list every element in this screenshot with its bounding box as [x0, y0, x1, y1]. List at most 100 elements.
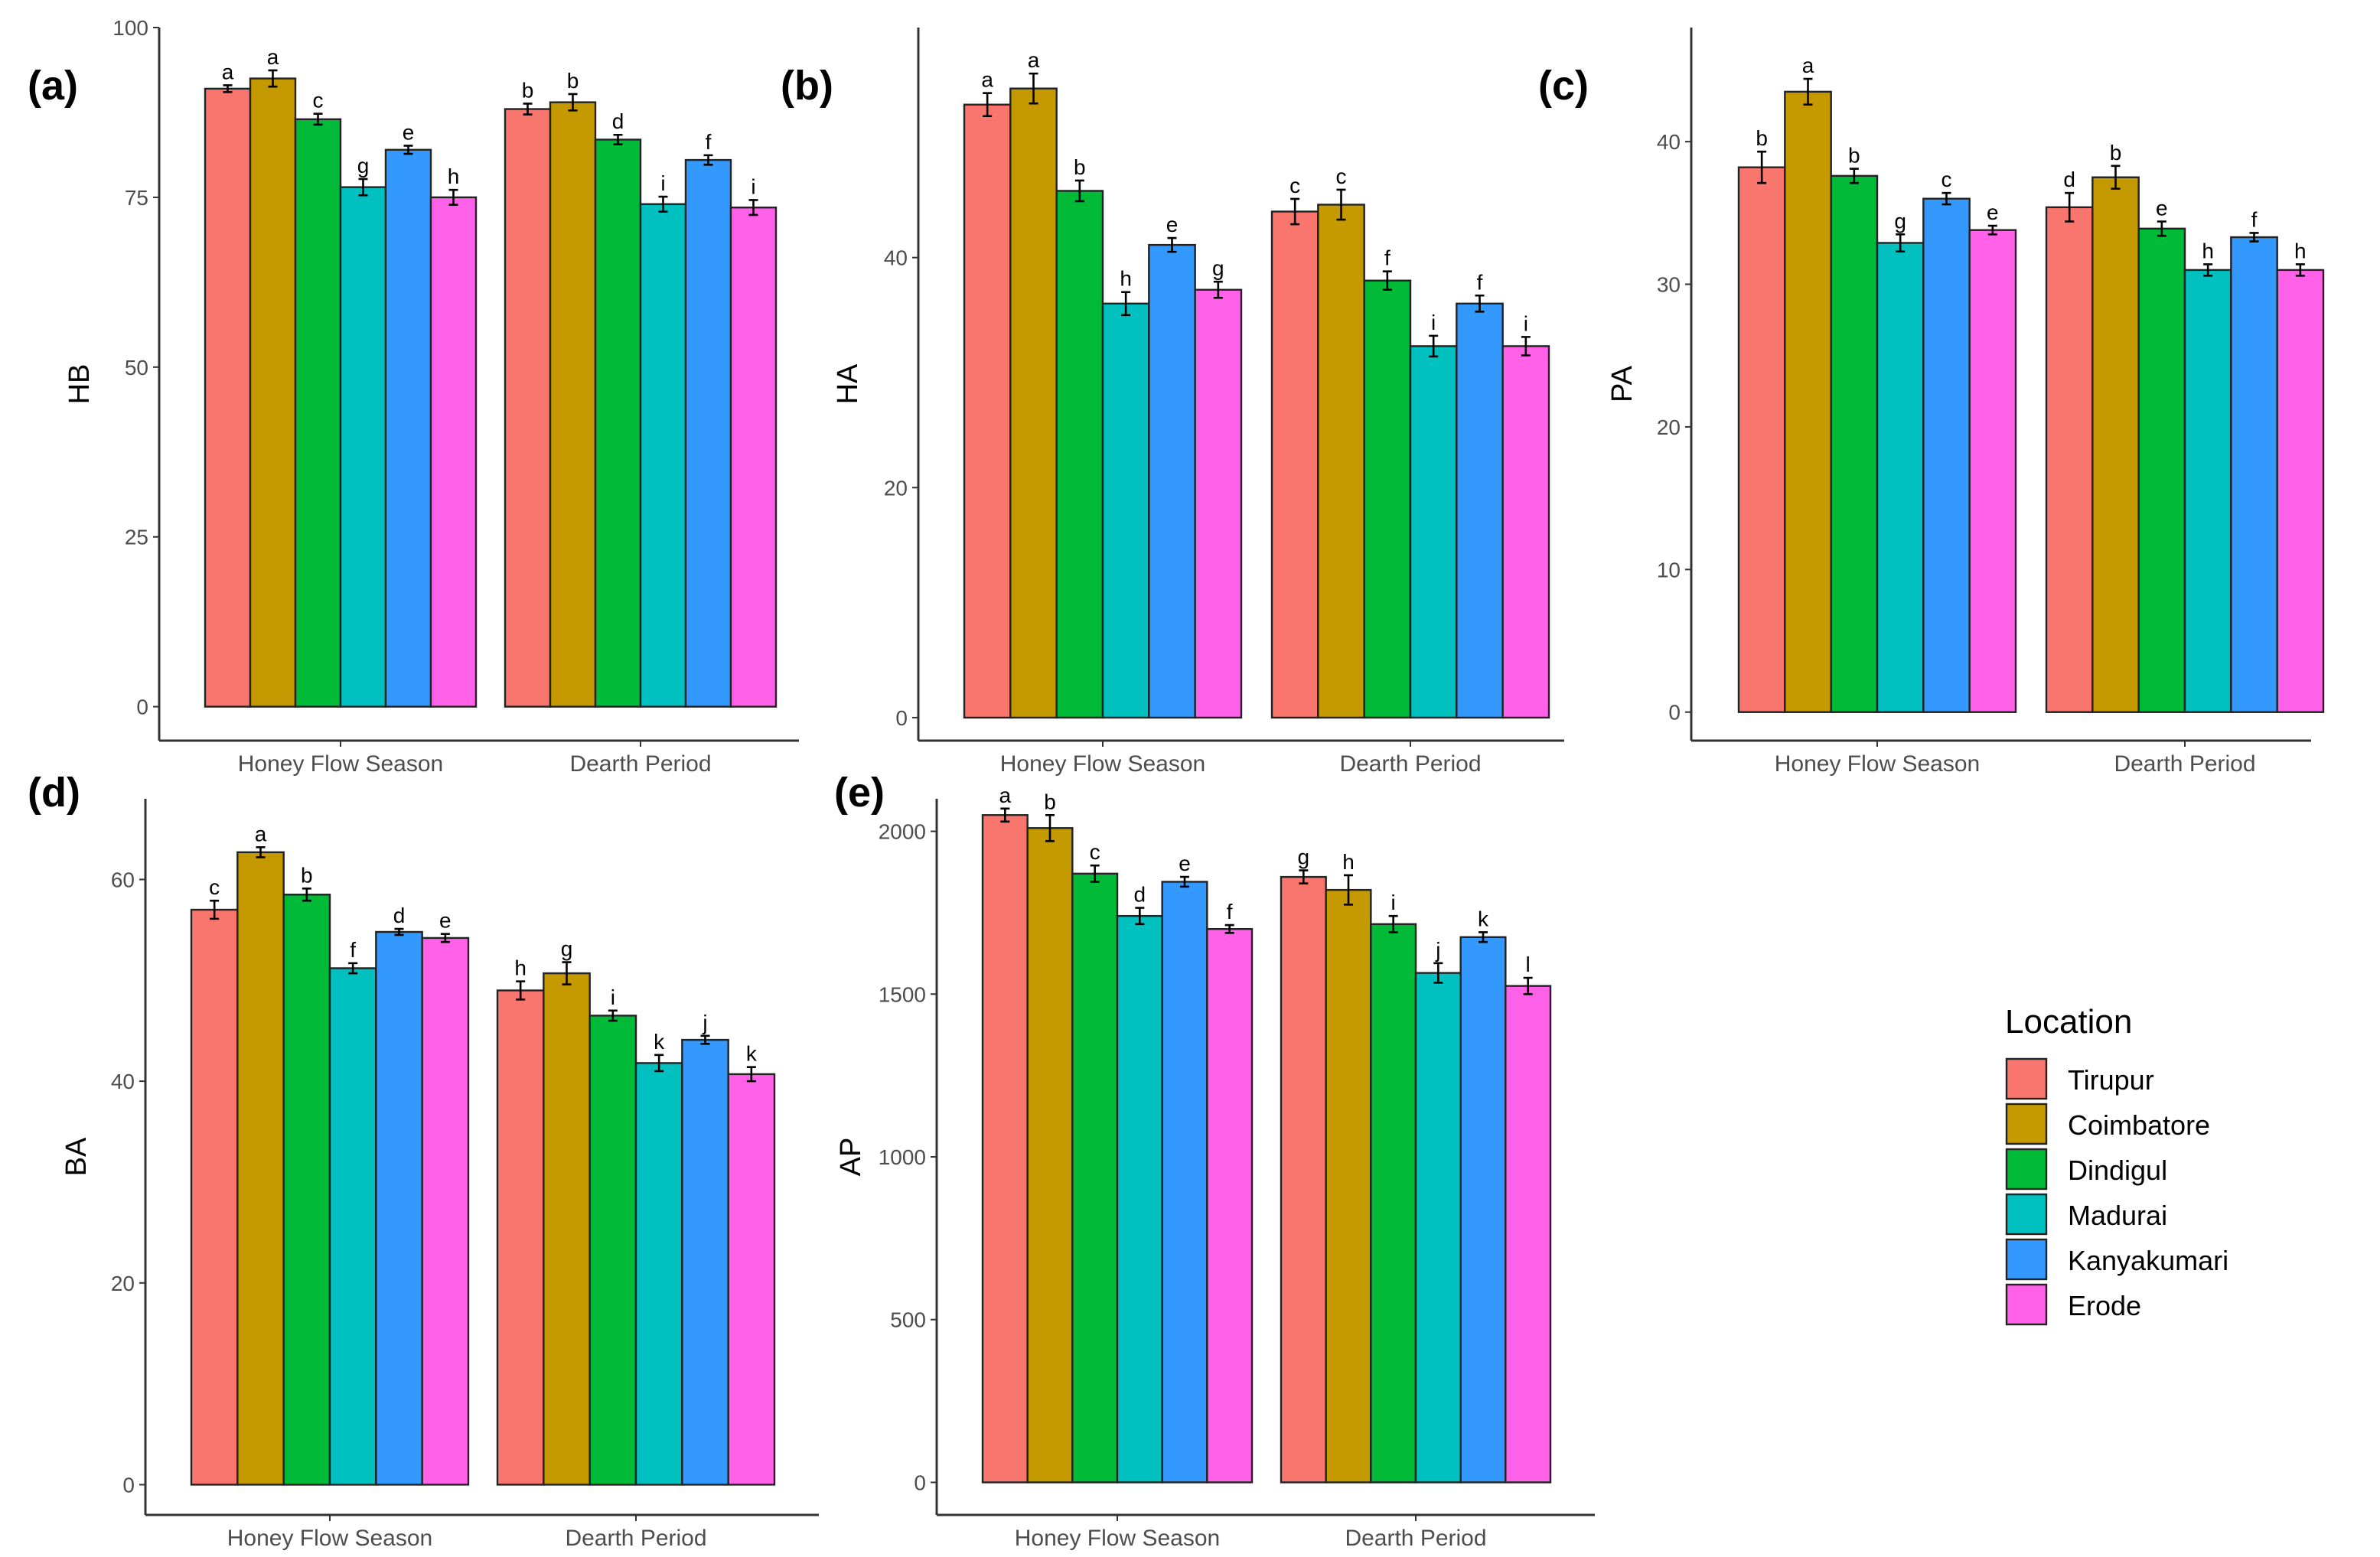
- error-bar: [1121, 291, 1131, 317]
- significance-letter: d: [393, 904, 406, 927]
- bar-madurai: [1409, 345, 1458, 719]
- legend-key-kanyakumari: [2005, 1238, 2048, 1281]
- error-bar: [210, 899, 220, 920]
- panel-pa: (c) 0 10 20 30 40 PA Honey Flow Season b a b g c e Dea…: [1538, 28, 2325, 777]
- bar-kanyakumari: [681, 1038, 729, 1486]
- bar-dindigul: [1370, 923, 1417, 1484]
- error-bar: [1074, 179, 1084, 203]
- legend-label: Tirupur: [2068, 1064, 2154, 1096]
- legend-key-madurai: [2005, 1193, 2048, 1236]
- legend: Location Tirupur Coimbatore Dindigul Madurai…: [2005, 1003, 2228, 1326]
- significance-letter: d: [2063, 168, 2075, 191]
- error-bar: [1090, 864, 1100, 883]
- error-bar: [1896, 233, 1906, 252]
- bar-coimbatore: [1009, 87, 1058, 719]
- panel-label: (e): [834, 770, 885, 816]
- significance-letter: b: [1074, 155, 1086, 179]
- significance-letter: l: [1526, 953, 1531, 976]
- error-bar: [568, 93, 578, 112]
- x-tick-label: Honey Flow Season: [227, 1526, 432, 1551]
- error-bar: [1167, 236, 1177, 253]
- significance-letter: d: [1134, 883, 1146, 907]
- y-axis-title: AP: [835, 1138, 867, 1177]
- y-tick-label: 40: [1657, 130, 1681, 154]
- bar-coimbatore: [1317, 204, 1365, 719]
- error-bar: [440, 933, 450, 943]
- error-bar: [302, 888, 311, 902]
- legend-label: Coimbatore: [2068, 1109, 2210, 1141]
- bar-kanyakumari: [1456, 302, 1504, 719]
- significance-letter: b: [522, 78, 534, 102]
- significance-letter: g: [1298, 845, 1310, 869]
- error-bar: [394, 927, 404, 936]
- significance-letter: b: [1848, 144, 1860, 168]
- bar-tirupur: [1270, 210, 1319, 719]
- bar-kanyakumari: [375, 930, 423, 1486]
- bar-tirupur: [1280, 875, 1327, 1484]
- bar-tirupur: [963, 103, 1012, 719]
- bar-dindigul: [2137, 227, 2186, 713]
- significance-letter: d: [612, 109, 624, 133]
- y-tick-label: 60: [111, 868, 135, 891]
- bar-tirupur: [2045, 206, 2094, 713]
- error-bar: [1523, 976, 1533, 995]
- panel-ba: (d) 0 20 40 60 BA Honey Flow Season c a b f d e Deart…: [28, 770, 819, 1551]
- legend-key-coimbatore: [2005, 1103, 2048, 1145]
- bar-kanyakumari: [384, 148, 432, 708]
- significance-letter: i: [1391, 891, 1396, 914]
- significance-letter: b: [1756, 126, 1768, 150]
- error-bar: [2065, 191, 2075, 223]
- error-bar: [348, 962, 358, 975]
- error-bar: [1479, 931, 1488, 943]
- error-bar: [1382, 270, 1392, 292]
- significance-letter: f: [1384, 246, 1391, 270]
- error-bar: [1475, 294, 1485, 313]
- x-tick-label: Dearth Period: [2114, 751, 2255, 777]
- legend-label: Erode: [2068, 1290, 2141, 1321]
- error-bar: [703, 154, 713, 166]
- error-bar: [268, 69, 278, 88]
- bar-madurai: [328, 967, 377, 1486]
- y-tick-label: 20: [884, 476, 908, 500]
- x-tick-label: Honey Flow Season: [1775, 751, 1980, 777]
- error-bar: [1029, 72, 1038, 105]
- bar-madurai: [639, 203, 687, 708]
- bar-tirupur: [496, 989, 545, 1486]
- significance-letter: i: [611, 985, 615, 1009]
- significance-letter: b: [2110, 141, 2122, 164]
- error-bar: [2157, 220, 2166, 237]
- y-tick-label: 30: [1657, 273, 1681, 297]
- significance-letter: i: [1524, 311, 1528, 335]
- error-bar: [313, 112, 323, 126]
- bar-erode: [421, 936, 470, 1486]
- error-bar: [1521, 336, 1531, 357]
- bar-coimbatore: [543, 972, 591, 1486]
- bar-coimbatore: [2091, 176, 2140, 713]
- y-tick-label: 0: [895, 706, 908, 730]
- panel-label: (a): [28, 63, 78, 109]
- y-tick-label: 20: [111, 1272, 135, 1295]
- error-bar: [2203, 263, 2213, 277]
- bar-kanyakumari: [1459, 936, 1507, 1484]
- y-tick-label: 500: [890, 1308, 926, 1332]
- legend-title: Location: [2005, 1003, 2132, 1041]
- bar-erode: [1505, 985, 1552, 1484]
- significance-letter: f: [1477, 270, 1483, 294]
- error-bar: [1213, 280, 1223, 299]
- significance-letter: k: [1478, 907, 1489, 930]
- bar-coimbatore: [1026, 827, 1074, 1484]
- error-bar: [700, 1034, 710, 1045]
- significance-letter: c: [1090, 840, 1100, 864]
- bar-tirupur: [981, 814, 1029, 1484]
- significance-letter: a: [1802, 54, 1814, 77]
- error-bar: [1224, 923, 1234, 934]
- y-tick-label: 0: [1668, 701, 1681, 725]
- bar-erode: [729, 207, 778, 708]
- y-axis-title: HB: [64, 364, 96, 405]
- error-bar: [448, 188, 458, 206]
- significance-letter: e: [2156, 197, 2168, 220]
- significance-letter: c: [313, 89, 324, 112]
- bar-erode: [1206, 927, 1254, 1484]
- x-tick-label: Honey Flow Season: [1000, 751, 1205, 777]
